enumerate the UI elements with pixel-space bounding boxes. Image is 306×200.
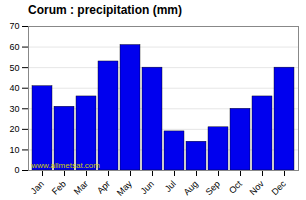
html-text:Corum : precipitation (mm): Corum : precipitation (mm) bbox=[28, 3, 182, 17]
svg-text:50: 50 bbox=[9, 63, 19, 73]
svg-text:20: 20 bbox=[9, 124, 19, 134]
svg-text:Aug: Aug bbox=[182, 179, 200, 197]
svg-text:Jan: Jan bbox=[29, 179, 46, 196]
svg-text:Jun: Jun bbox=[139, 179, 156, 196]
svg-text:30: 30 bbox=[9, 104, 19, 114]
svg-text:60: 60 bbox=[9, 42, 19, 52]
svg-text:Oct: Oct bbox=[227, 178, 244, 195]
svg-text:Jul: Jul bbox=[163, 179, 178, 194]
svg-text:May: May bbox=[115, 178, 134, 197]
svg-text:70: 70 bbox=[9, 21, 19, 31]
svg-text:Sep: Sep bbox=[204, 179, 222, 197]
svg-text:0: 0 bbox=[14, 165, 19, 175]
svg-text:Feb: Feb bbox=[50, 179, 68, 197]
svg-text:www.allmetsat.com: www.allmetsat.com bbox=[31, 161, 101, 170]
svg-text:10: 10 bbox=[9, 145, 19, 155]
svg-text:40: 40 bbox=[9, 83, 19, 93]
svg-text:Mar: Mar bbox=[72, 179, 90, 197]
svg-text:Apr: Apr bbox=[95, 179, 112, 196]
svg-text:Dec: Dec bbox=[270, 178, 289, 197]
svg-text:Nov: Nov bbox=[248, 178, 267, 197]
